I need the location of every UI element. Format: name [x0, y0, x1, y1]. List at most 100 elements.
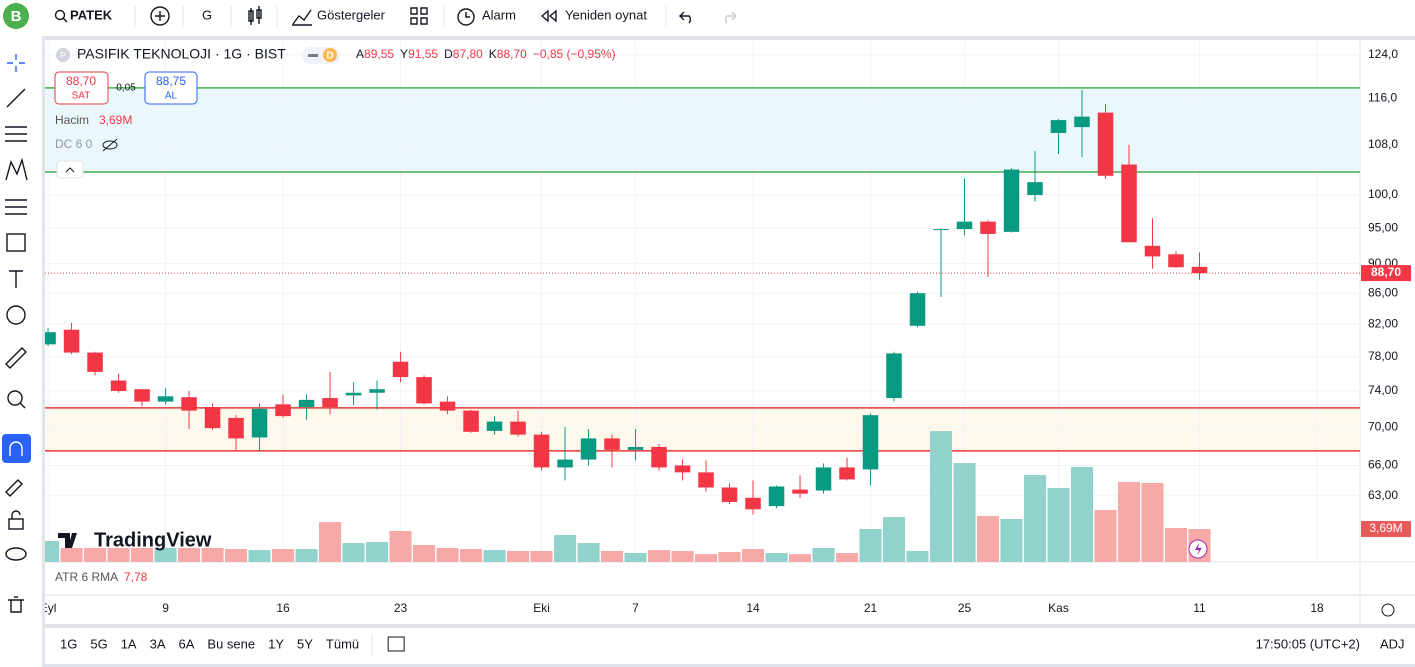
candle-body: [63, 329, 80, 353]
volume-bar: [671, 551, 694, 562]
adj-button[interactable]: ADJ: [1380, 636, 1405, 651]
candle-body: [1027, 182, 1043, 196]
goto-date[interactable]: [387, 636, 405, 652]
fib-tool[interactable]: [5, 126, 27, 142]
candle-body: [1003, 169, 1020, 232]
candle-body: [721, 487, 738, 502]
volume-bar: [835, 552, 859, 562]
candle-body: [604, 438, 620, 450]
replay-button[interactable]: Yeniden oynat: [565, 7, 647, 22]
volume-bar: [1023, 475, 1047, 562]
candle-body: [651, 446, 667, 468]
zoom-tool: [19, 402, 26, 409]
undo[interactable]: [679, 11, 692, 24]
trash-tool[interactable]: [8, 596, 24, 613]
ruler-tool[interactable]: [5, 347, 27, 369]
replay-icon: [540, 9, 557, 23]
candle-body: [792, 489, 808, 494]
candle-body: [1074, 116, 1090, 128]
volume-bar: [953, 463, 976, 562]
candle-body: [1050, 120, 1067, 134]
volume-bar: [131, 547, 154, 562]
magnet-tool[interactable]: [2, 434, 31, 463]
range-button[interactable]: 1A: [121, 636, 137, 651]
hidden-eye[interactable]: [102, 140, 118, 150]
x-tick-label: 23: [394, 601, 408, 615]
ohlc-values: A89,55 Y91,55 D87,80 K88,70 −0,85 (−0,95%): [356, 47, 616, 61]
pattern-tool[interactable]: [5, 157, 28, 181]
range-button[interactable]: 5Y: [297, 636, 313, 651]
y-tick-label: 74,00: [1368, 383, 1398, 397]
zoom-tool[interactable]: [7, 390, 23, 406]
volume-bar: [882, 517, 906, 562]
avatar-letter: B: [11, 8, 22, 25]
volume-label-box: [1361, 521, 1411, 538]
range-button[interactable]: Bu sene: [207, 636, 255, 651]
volume-bar: [1164, 528, 1188, 562]
y-tick-label: 82,00: [1368, 316, 1398, 330]
candle-body: [45, 332, 56, 345]
range-button[interactable]: Tümü: [326, 636, 359, 651]
badge: D: [326, 51, 333, 62]
candle-body: [87, 352, 103, 372]
candle-body: [862, 415, 879, 470]
volume-bar: [483, 550, 506, 562]
icon-tool[interactable]: [6, 305, 26, 325]
range-button[interactable]: 6A: [179, 636, 195, 651]
sell-button[interactable]: [54, 71, 109, 105]
candle-body: [181, 397, 197, 411]
avatar[interactable]: [3, 3, 29, 29]
last-price-label: 88,70: [1371, 265, 1401, 279]
volume-bar: [624, 552, 647, 562]
indicators-icon: [292, 9, 312, 26]
symbol-search[interactable]: PATEK: [70, 7, 113, 22]
volume-bar: [60, 547, 83, 562]
prediction-tool[interactable]: [5, 199, 27, 215]
trendline-tool[interactable]: [6, 88, 26, 108]
add-symbol[interactable]: [150, 6, 170, 26]
badge-bg: [323, 48, 337, 62]
sell-label: SAT: [72, 91, 91, 102]
range-button[interactable]: 3A: [150, 636, 166, 651]
range-button[interactable]: 1G: [60, 636, 77, 651]
candle-body: [204, 407, 221, 429]
x-tick-label: 7: [632, 601, 639, 615]
volume-bar: [929, 431, 953, 562]
volume-bar: [201, 547, 224, 562]
redo[interactable]: [724, 11, 737, 24]
axis-settings[interactable]: [1381, 603, 1395, 617]
shape-tool[interactable]: [6, 233, 26, 252]
y-tick-label: 100,0: [1368, 187, 1398, 201]
volume-bar: [342, 543, 365, 562]
ohlc-value: 87,80: [453, 47, 483, 61]
buy-button[interactable]: [144, 71, 198, 105]
crosshair-tool[interactable]: [7, 54, 25, 72]
x-tick-label: 16: [276, 601, 290, 615]
candle-body: [228, 417, 244, 439]
volume-bar: [1141, 482, 1164, 562]
lock-tool[interactable]: [8, 518, 24, 530]
collapse-button[interactable]: [56, 160, 84, 179]
text-tool[interactable]: [9, 270, 23, 288]
candle-body: [1121, 164, 1137, 243]
candle-body: [533, 434, 550, 468]
x-tick-label: Eki: [533, 601, 550, 615]
bottom-bar: [45, 628, 1415, 664]
draw-mode[interactable]: [5, 479, 23, 497]
indicators-button[interactable]: Göstergeler: [317, 7, 386, 22]
y-tick-label: 124,0: [1368, 47, 1398, 61]
candle-body: [627, 446, 644, 450]
candle-body: [1144, 245, 1161, 257]
chart-type[interactable]: [248, 6, 262, 25]
range-button[interactable]: 5G: [90, 636, 107, 651]
layout-button[interactable]: [410, 7, 428, 25]
candle-body: [956, 221, 973, 230]
interval[interactable]: G: [202, 7, 212, 22]
lock-icon: [11, 510, 21, 519]
volume-indicator-name: Hacim: [55, 113, 89, 127]
y-tick-label: 86,00: [1368, 285, 1398, 299]
alarm-button[interactable]: Alarm: [482, 7, 516, 22]
hide-tool[interactable]: [5, 547, 27, 561]
candle-body: [251, 408, 268, 438]
range-button[interactable]: 1Y: [268, 636, 284, 651]
